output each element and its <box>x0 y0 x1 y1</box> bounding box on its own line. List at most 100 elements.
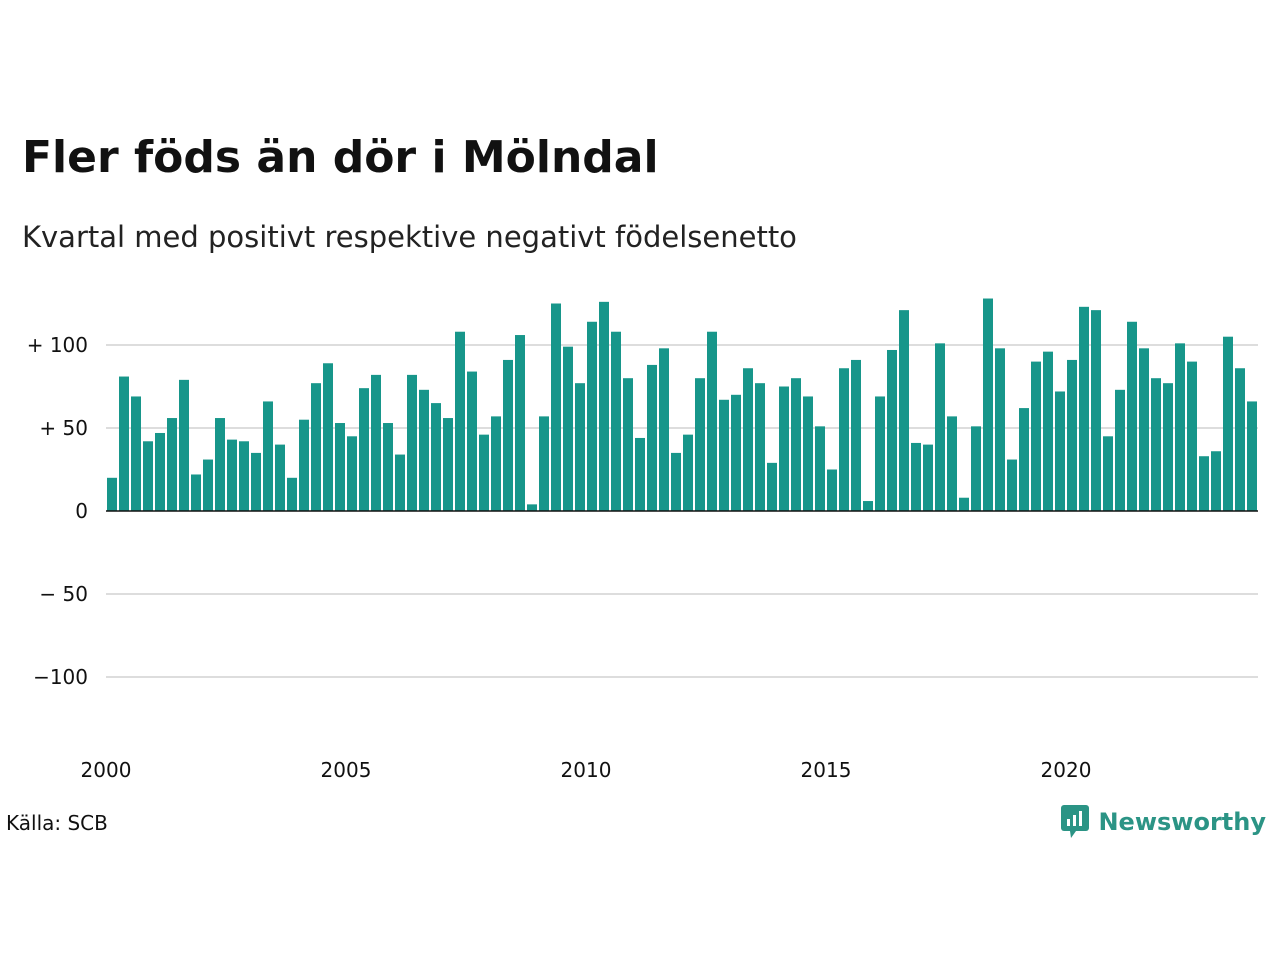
bar <box>971 426 981 511</box>
bar <box>779 386 789 511</box>
bar <box>467 371 477 511</box>
bar <box>1091 310 1101 511</box>
bar <box>959 497 969 511</box>
bar <box>239 441 249 511</box>
bar <box>503 359 513 511</box>
bar <box>1103 436 1113 511</box>
bar <box>311 383 321 511</box>
chart-title: Fler föds än dör i Mölndal <box>22 132 659 183</box>
bar <box>515 335 525 511</box>
bar <box>731 394 741 511</box>
bar <box>1151 378 1161 511</box>
bar <box>875 396 885 511</box>
bar <box>803 396 813 511</box>
bar <box>443 418 453 511</box>
bar <box>659 348 669 511</box>
newsworthy-logo-icon <box>1061 805 1090 838</box>
bar <box>143 441 153 511</box>
x-tick-label: 2000 <box>81 758 132 782</box>
bar <box>191 474 201 511</box>
bar <box>551 303 561 511</box>
bar <box>935 343 945 511</box>
bar <box>1043 351 1053 511</box>
bar <box>647 364 657 511</box>
bar <box>1175 343 1185 511</box>
bar <box>1115 389 1125 511</box>
bar <box>527 504 537 511</box>
bar <box>899 310 909 511</box>
y-tick-label: + 100 <box>27 333 88 357</box>
bar <box>203 459 213 511</box>
bar <box>167 418 177 511</box>
bar <box>923 444 933 511</box>
bar <box>839 368 849 511</box>
bar <box>671 452 681 511</box>
bar <box>707 331 717 511</box>
bar <box>251 452 261 511</box>
bar <box>479 434 489 511</box>
bar <box>299 419 309 511</box>
bar <box>371 374 381 511</box>
bar <box>563 346 573 511</box>
bar <box>719 399 729 511</box>
bar <box>599 301 609 511</box>
bar <box>395 454 405 511</box>
bar <box>1187 361 1197 511</box>
bar <box>539 416 549 511</box>
bar-chart: + 100 + 50 0 − 50 −100 2000 2005 2010 2015 2020 <box>27 298 1258 782</box>
bar <box>755 383 765 511</box>
bar <box>455 331 465 511</box>
x-tick-label: 2015 <box>801 758 852 782</box>
brand-logo: Newsworthy <box>1060 804 1266 840</box>
bar <box>827 469 837 511</box>
bar <box>695 378 705 511</box>
bar <box>1235 368 1245 511</box>
bar <box>227 439 237 511</box>
bar <box>383 423 393 511</box>
bar <box>335 423 345 511</box>
chart-subtitle: Kvartal med positivt respektive negativt… <box>22 220 797 254</box>
bar <box>623 378 633 511</box>
bar <box>575 383 585 511</box>
bar <box>863 501 873 511</box>
bar <box>1079 306 1089 511</box>
bar <box>587 321 597 511</box>
bar <box>1247 401 1257 511</box>
bar <box>347 436 357 511</box>
bar <box>767 462 777 511</box>
bar <box>131 396 141 511</box>
bar <box>611 331 621 511</box>
bar <box>911 442 921 511</box>
bar <box>1019 408 1029 511</box>
y-tick-label: − 50 <box>39 582 88 606</box>
bar <box>491 416 501 511</box>
bar <box>1139 348 1149 511</box>
bar <box>407 374 417 511</box>
bar <box>815 426 825 511</box>
bar <box>1127 321 1137 511</box>
y-tick-label: −100 <box>33 665 88 689</box>
bar <box>851 359 861 511</box>
bar <box>179 379 189 511</box>
bar <box>887 349 897 511</box>
bar <box>1055 391 1065 511</box>
bar <box>1223 336 1233 511</box>
bar <box>995 348 1005 511</box>
bar <box>983 298 993 511</box>
bar <box>215 418 225 511</box>
bar <box>263 401 273 511</box>
x-tick-label: 2010 <box>561 758 612 782</box>
y-tick-label: 0 <box>75 499 88 523</box>
source-note: Källa: SCB <box>6 811 108 835</box>
bar <box>155 432 165 511</box>
bar <box>1199 456 1209 511</box>
y-tick-label: + 50 <box>39 416 88 440</box>
bar <box>107 477 117 511</box>
x-tick-label: 2020 <box>1041 758 1092 782</box>
bar <box>791 378 801 511</box>
bar <box>1163 383 1173 511</box>
bar <box>1211 451 1221 511</box>
bar <box>359 388 369 511</box>
x-tick-label: 2005 <box>321 758 372 782</box>
bar <box>947 416 957 511</box>
